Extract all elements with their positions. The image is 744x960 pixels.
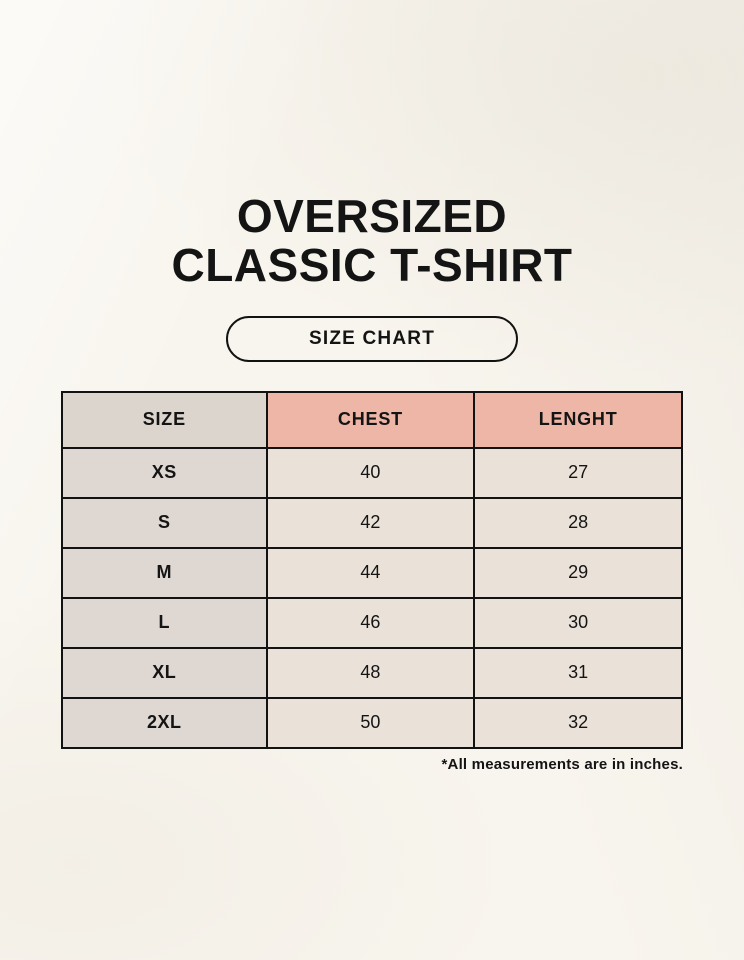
size-label: S bbox=[61, 496, 268, 549]
lenght-value: 27 bbox=[473, 446, 683, 499]
chest-value: 46 bbox=[265, 596, 476, 649]
table-row: M 44 29 bbox=[61, 546, 683, 599]
chest-value: 42 bbox=[265, 496, 476, 549]
table-row: XL 48 31 bbox=[61, 646, 683, 699]
chest-value: 48 bbox=[265, 646, 476, 699]
size-label: L bbox=[61, 596, 268, 649]
lenght-value: 31 bbox=[473, 646, 683, 699]
chest-value: 44 bbox=[265, 546, 476, 599]
lenght-value: 30 bbox=[473, 596, 683, 649]
chest-value: 50 bbox=[265, 696, 476, 749]
lenght-value: 29 bbox=[473, 546, 683, 599]
lenght-value: 32 bbox=[473, 696, 683, 749]
table-header-row: SIZE CHEST LENGHT bbox=[61, 390, 683, 449]
size-label: 2XL bbox=[61, 696, 268, 749]
page-title-line2: CLASSIC T-SHIRT bbox=[171, 238, 573, 291]
table-row: L 46 30 bbox=[61, 596, 683, 649]
table-row: 2XL 50 32 bbox=[61, 696, 683, 749]
size-label: XS bbox=[61, 446, 268, 499]
measurements-footnote: *All measurements are in inches. bbox=[441, 755, 683, 773]
column-header-lenght: LENGHT bbox=[473, 390, 683, 449]
size-table: SIZE CHEST LENGHT XS 40 27 S 42 28 M bbox=[61, 390, 683, 749]
size-label: M bbox=[61, 546, 268, 599]
table-row: XS 40 27 bbox=[61, 446, 683, 499]
column-header-size: SIZE bbox=[61, 390, 268, 449]
page-title-line1: OVERSIZED bbox=[236, 190, 508, 242]
page-title: OVERSIZED CLASSIC T-SHIRT bbox=[171, 192, 572, 290]
table-row: S 42 28 bbox=[61, 496, 683, 549]
size-chart-button[interactable]: SIZE CHART bbox=[226, 315, 518, 362]
size-chart-button-label: SIZE CHART bbox=[309, 327, 435, 349]
column-header-chest: CHEST bbox=[265, 390, 476, 449]
lenght-value: 28 bbox=[473, 496, 683, 549]
size-label: XL bbox=[61, 646, 268, 699]
chest-value: 40 bbox=[265, 446, 476, 499]
size-table-container: SIZE CHEST LENGHT XS 40 27 S 42 28 M bbox=[61, 390, 683, 773]
